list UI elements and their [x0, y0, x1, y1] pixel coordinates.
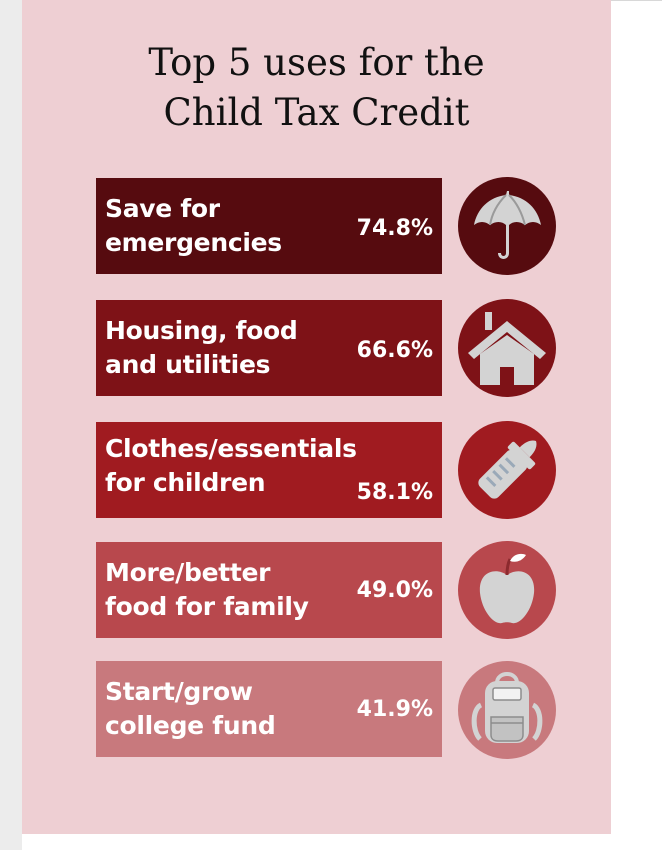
- chart-title-line-1: Top 5 uses for the: [148, 41, 485, 84]
- page-top-border: [610, 0, 662, 1]
- bar-college-fund: Start/grow college fund 41.9%: [96, 661, 442, 757]
- backpack-icon: [458, 661, 556, 759]
- bar-label: Clothes/essentials for children: [105, 434, 357, 497]
- bar-value-label: 66.6%: [356, 338, 433, 363]
- bar-save-for-emergencies: Save for emergencies 74.8%: [96, 178, 442, 274]
- bar-value-label: 74.8%: [356, 216, 433, 241]
- bar-label: Start/grow college fund: [105, 677, 276, 740]
- umbrella-icon: [458, 177, 556, 275]
- chart-title: Top 5 uses for the Child Tax Credit: [22, 38, 611, 138]
- page-left-margin: [0, 0, 22, 850]
- chart-title-line-2: Child Tax Credit: [163, 91, 470, 134]
- bar-value-label: 49.0%: [356, 578, 433, 603]
- bar-label: Save for emergencies: [105, 194, 282, 257]
- baby-bottle-icon: [458, 421, 556, 519]
- bar-more-better-food: More/better food for family 49.0%: [96, 542, 442, 638]
- bar-label: More/better food for family: [105, 558, 309, 621]
- bar-value-label: 41.9%: [356, 697, 433, 722]
- bar-housing-food-utilities: Housing, food and utilities 66.6%: [96, 300, 442, 396]
- apple-icon: [458, 541, 556, 639]
- bar-clothes-essentials-children: Clothes/essentials for children 58.1%: [96, 422, 442, 518]
- bar-value-label: 58.1%: [356, 480, 433, 505]
- bar-label: Housing, food and utilities: [105, 316, 298, 379]
- house-icon: [458, 299, 556, 397]
